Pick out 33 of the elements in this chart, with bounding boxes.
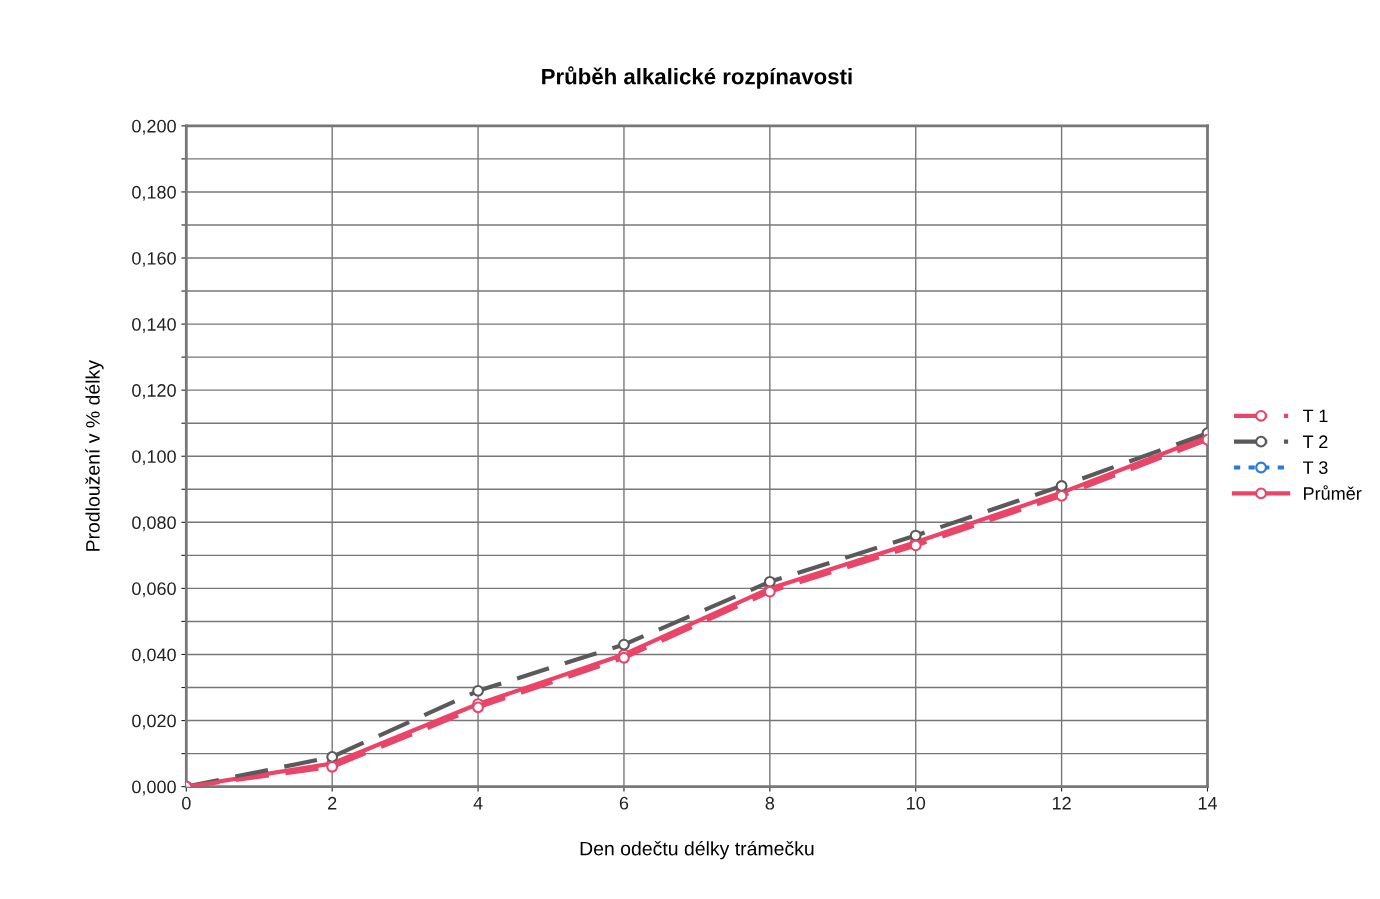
point: [1055, 480, 1068, 492]
legend-label: Průměr: [1304, 485, 1362, 500]
y-tick-label: 0,000: [132, 780, 176, 796]
x-tick-label: 10: [907, 796, 926, 810]
y-tick-label: 0,160: [132, 251, 176, 267]
y-tick-label: 0,180: [132, 185, 176, 201]
y-axis-title: Prodloužení v % délky: [85, 360, 104, 551]
legend-label: T 3: [1302, 461, 1328, 475]
x-tick-label: 6: [619, 796, 629, 810]
legend-label: T 1: [1302, 409, 1328, 423]
point: [326, 750, 339, 763]
y-tick-label: 0,080: [132, 516, 176, 532]
x-tick-label: 12: [1052, 796, 1071, 810]
point: [909, 529, 922, 542]
y-tick-label: 0,200: [132, 119, 176, 135]
y-tick-label: 0,020: [132, 714, 176, 730]
y-tick-label: 0,140: [132, 318, 176, 333]
y-tick-label: 0,040: [132, 648, 176, 664]
x-tick-label: 14: [1198, 797, 1218, 810]
point: [763, 575, 776, 588]
point: [472, 701, 484, 714]
x-tick-label: 8: [765, 796, 775, 810]
point: [618, 638, 630, 651]
chart-title: Průběh alkalické rozpínavosti: [542, 66, 852, 89]
x-tick-label: 2: [328, 796, 337, 810]
y-tick-label: 0,100: [132, 450, 176, 466]
legend-label: T 2: [1302, 435, 1328, 448]
point: [472, 684, 484, 697]
x-tick-label: 0: [181, 796, 191, 810]
y-tick-label: 0,120: [132, 384, 176, 400]
x-tick-label: 4: [473, 797, 483, 810]
x-axis-title: Den odečtu délky trámečku: [580, 840, 814, 860]
y-tick-label: 0,060: [132, 582, 176, 598]
